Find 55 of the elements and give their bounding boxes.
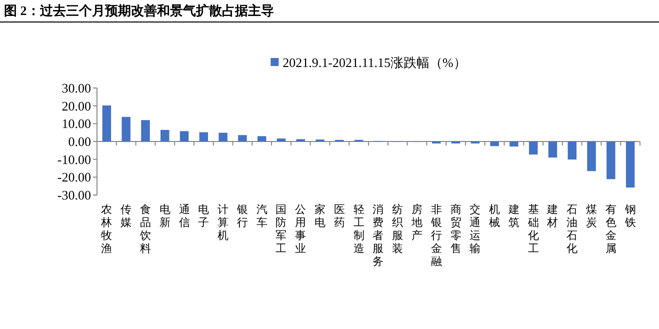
- y-tick-label: 20.00: [62, 98, 91, 114]
- x-tick-label: 交通运输: [470, 203, 481, 255]
- x-tick-label: 传媒: [120, 204, 132, 229]
- x-tick-label: 建材: [546, 203, 558, 229]
- bar: [180, 131, 189, 142]
- bar: [238, 135, 247, 142]
- x-tick-label: 医药: [334, 204, 345, 229]
- bar: [587, 142, 596, 172]
- y-tick-label: 30.00: [62, 80, 91, 96]
- x-tick-label: 机械: [489, 204, 500, 229]
- x-tick-label: 计算机: [218, 203, 229, 242]
- x-tick-label: 国防军工: [276, 204, 287, 255]
- x-tick-label: 有色金属: [605, 204, 616, 255]
- bar: [102, 105, 112, 142]
- bar: [510, 142, 518, 146]
- x-tick-label: 钢铁: [624, 204, 636, 229]
- y-tick-label: 10.00: [62, 116, 91, 132]
- y-tick-label: 0.00: [68, 134, 91, 149]
- bar: [257, 136, 266, 142]
- x-tick-label: 煤炭: [586, 204, 598, 229]
- y-tick-label: -10.00: [57, 152, 91, 167]
- bar: [606, 142, 616, 180]
- bar: [626, 142, 635, 188]
- y-tick-label: -20.00: [57, 170, 91, 185]
- x-tick-label: 纺织服装: [392, 203, 404, 255]
- bar: [568, 142, 576, 160]
- bar: [122, 116, 130, 142]
- x-tick-label: 银行: [236, 204, 248, 229]
- bar: [528, 142, 538, 155]
- x-tick-label: 消费者服务: [372, 203, 384, 268]
- x-tick-label: 电新: [159, 203, 170, 229]
- x-tick-label: 农林牧渔: [100, 204, 112, 255]
- y-tick-label: -30.00: [57, 188, 91, 202]
- x-tick-label: 家电: [314, 203, 326, 229]
- chart-title: 图 2：过去三个月预期改善和景气扩散占据主导: [4, 3, 274, 18]
- bar: [218, 132, 228, 142]
- x-tick-label: 轻工制造: [353, 204, 364, 255]
- x-tick-label: 通信: [178, 203, 190, 229]
- bar: [490, 142, 499, 146]
- x-tick-label: 商贸零售: [450, 203, 462, 255]
- x-tick-label: 食品饮料: [138, 204, 151, 255]
- x-tick-label: 非银行金融: [430, 203, 442, 268]
- x-tick-label: 基础化工: [526, 203, 539, 255]
- legend-label: 2021.9.1-2021.11.15涨跌幅（%）: [282, 55, 466, 70]
- x-tick-label: 石油石化: [566, 204, 578, 255]
- x-tick-label: 汽车: [256, 204, 268, 229]
- x-tick-label: 建筑: [507, 203, 520, 229]
- bar: [548, 142, 558, 158]
- x-tick-label: 电子: [198, 203, 210, 229]
- bar: [141, 120, 150, 142]
- x-tick-label: 房地产: [410, 203, 422, 242]
- bar: [199, 132, 208, 142]
- x-tick-label: 公用事业: [295, 204, 306, 255]
- bar: [160, 130, 170, 142]
- bar: [276, 138, 286, 142]
